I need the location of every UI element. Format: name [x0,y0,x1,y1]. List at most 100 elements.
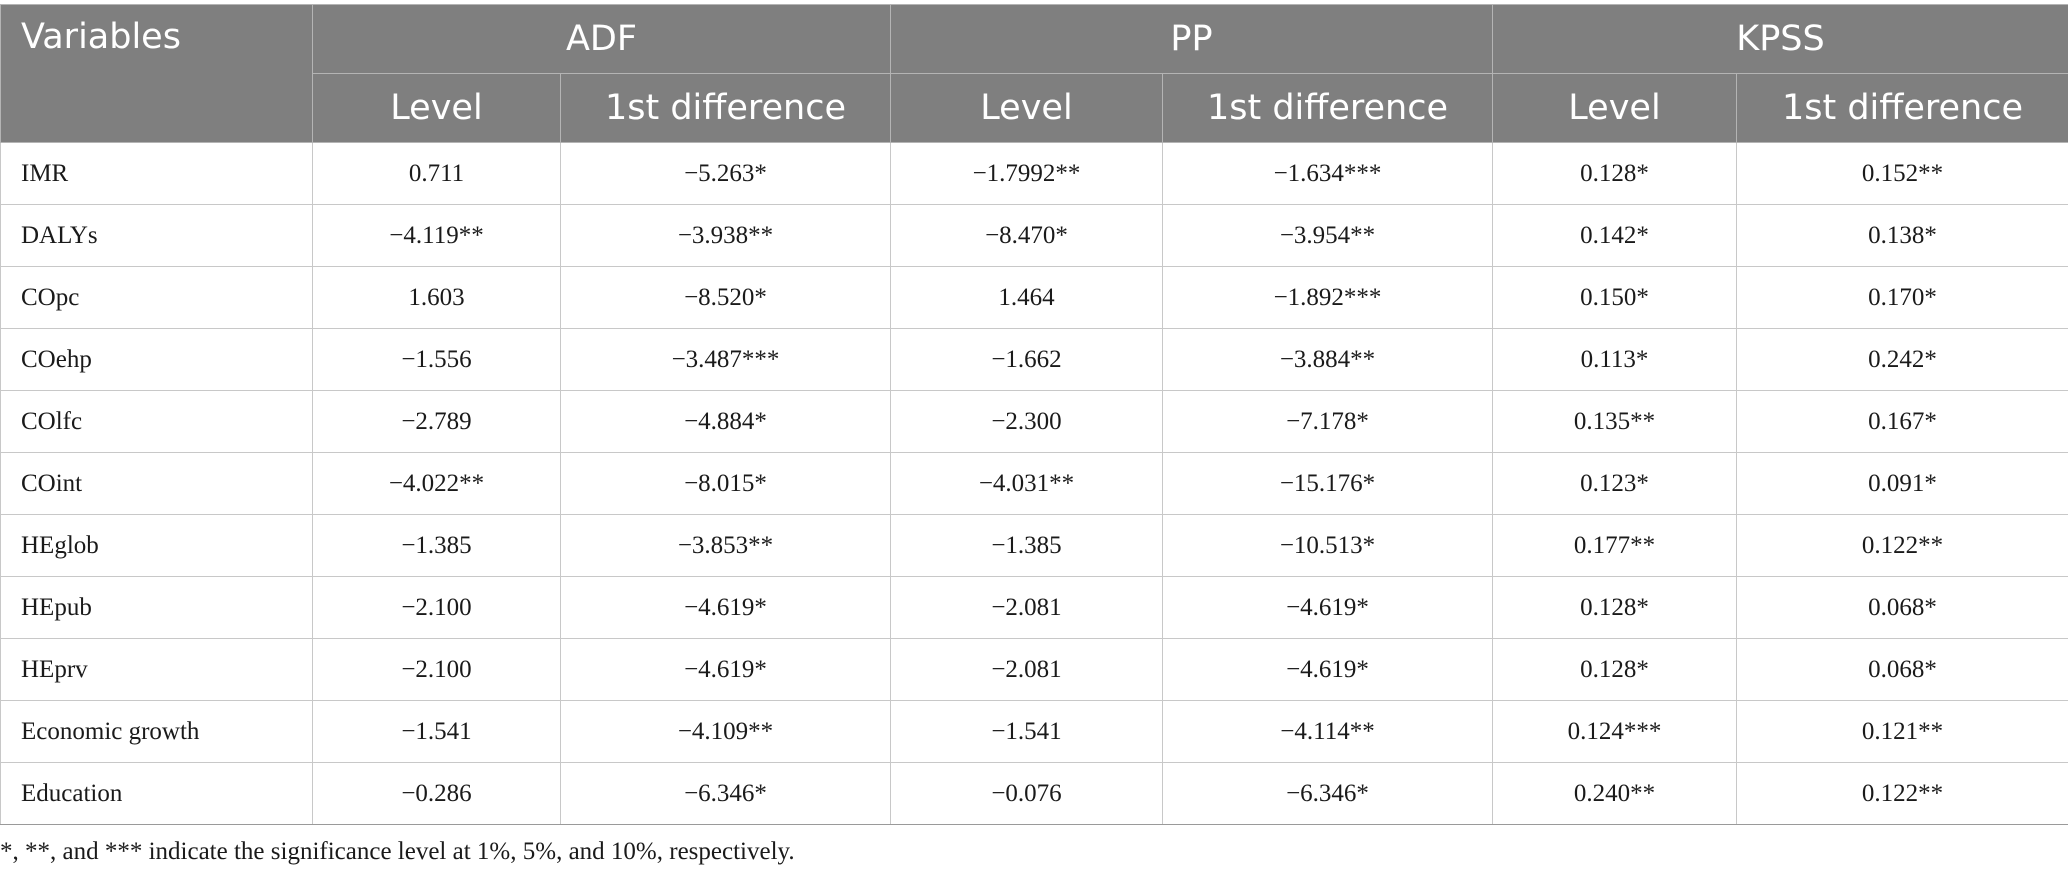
value-cell: 0.170* [1736,266,2068,329]
value-cell: 0.152** [1736,142,2068,205]
value-cell: −0.076 [890,762,1163,825]
value-cell: 0.240** [1492,762,1737,825]
variable-cell: COpc [0,266,313,329]
value-cell: −3.884** [1162,328,1493,391]
value-cell: −5.263* [560,142,891,205]
value-cell: 0.142* [1492,204,1737,267]
value-cell: 0.128* [1492,142,1737,205]
value-cell: 0.167* [1736,390,2068,453]
value-cell: 0.123* [1492,452,1737,515]
subheader-kpss-level: Level [1492,73,1737,143]
table-row: COlfc −2.789 −4.884* −2.300 −7.178* 0.135** 0.… [0,390,2068,453]
subheader-pp-1st-difference: 1st difference [1162,73,1493,143]
value-cell: −4.031** [890,452,1163,515]
value-cell: −3.487*** [560,328,891,391]
variable-cell: Economic growth [0,700,313,763]
table-row: HEglob −1.385 −3.853** −1.385 −10.513* 0.177*… [0,514,2068,577]
table-row: COpc 1.603 −8.520* 1.464 −1.892*** 0.150* 0.17… [0,266,2068,329]
value-cell: −3.954** [1162,204,1493,267]
value-cell: −4.884* [560,390,891,453]
value-cell: −4.619* [1162,638,1493,701]
value-cell: 0.177** [1492,514,1737,577]
value-cell: −2.300 [890,390,1163,453]
value-cell: −4.114** [1162,700,1493,763]
value-cell: −4.119** [312,204,561,267]
value-cell: −1.385 [312,514,561,577]
table-row: COint −4.022** −8.015* −4.031** −15.176* 0.12… [0,452,2068,515]
value-cell: 0.138* [1736,204,2068,267]
value-cell: 0.121** [1736,700,2068,763]
variables-header: Variables [0,4,313,143]
table-footnote: *, **, and *** indicate the significance… [0,838,795,865]
value-cell: 0.711 [312,142,561,205]
value-cell: −4.619* [560,576,891,639]
value-cell: −2.100 [312,638,561,701]
table-row: HEprv −2.100 −4.619* −2.081 −4.619* 0.128* 0.0… [0,638,2068,701]
value-cell: −1.541 [890,700,1163,763]
value-cell: 0.128* [1492,576,1737,639]
value-cell: −3.853** [560,514,891,577]
value-cell: −4.109** [560,700,891,763]
value-cell: −1.556 [312,328,561,391]
subheader-adf-level: Level [312,73,561,143]
value-cell: −4.619* [560,638,891,701]
header-row-groups: Variables ADF PP KPSS [0,4,2068,143]
table-header: Variables ADF PP KPSS Level 1st differen… [0,4,2068,143]
group-header-adf: ADF [312,4,891,74]
variable-cell: COehp [0,328,313,391]
value-cell: −2.081 [890,576,1163,639]
value-cell: −8.520* [560,266,891,329]
value-cell: −1.385 [890,514,1163,577]
value-cell: −8.015* [560,452,891,515]
variable-cell: COint [0,452,313,515]
value-cell: 0.124*** [1492,700,1737,763]
value-cell: −7.178* [1162,390,1493,453]
value-cell: 0.128* [1492,638,1737,701]
table-row: HEpub −2.100 −4.619* −2.081 −4.619* 0.128* 0.0… [0,576,2068,639]
value-cell: 0.122** [1736,762,2068,825]
group-header-pp: PP [890,4,1493,74]
subheader-pp-level: Level [890,73,1163,143]
value-cell: −2.081 [890,638,1163,701]
variable-cell: HEprv [0,638,313,701]
value-cell: −6.346* [1162,762,1493,825]
value-cell: −1.7992** [890,142,1163,205]
table-row: IMR 0.711 −5.263* −1.7992** −1.634*** 0.128* 0… [0,142,2068,205]
table-row: DALYs −4.119** −3.938** −8.470* −3.954** 0.14… [0,204,2068,267]
value-cell: −2.789 [312,390,561,453]
value-cell: −0.286 [312,762,561,825]
variable-cell: COlfc [0,390,313,453]
table-body: IMR 0.711 −5.263* −1.7992** −1.634*** 0.128* 0… [0,142,2068,825]
value-cell: −1.541 [312,700,561,763]
value-cell: 1.464 [890,266,1163,329]
variable-cell: HEpub [0,576,313,639]
value-cell: −10.513* [1162,514,1493,577]
value-cell: −6.346* [560,762,891,825]
value-cell: −1.634*** [1162,142,1493,205]
value-cell: −4.022** [312,452,561,515]
table-row: Education −0.286 −6.346* −0.076 −6.346* 0.240… [0,762,2068,825]
value-cell: 0.135** [1492,390,1737,453]
header-row-subheaders: Level 1st difference Level 1st differenc… [1,73,2068,143]
table-row: COehp −1.556 −3.487*** −1.662 −3.884** 0.113*… [0,328,2068,391]
value-cell: 1.603 [312,266,561,329]
value-cell: −4.619* [1162,576,1493,639]
value-cell: 0.242* [1736,328,2068,391]
value-cell: −1.892*** [1162,266,1493,329]
variable-cell: HEglob [0,514,313,577]
value-cell: −15.176* [1162,452,1493,515]
group-header-kpss: KPSS [1492,4,2068,74]
value-cell: −3.938** [560,204,891,267]
subheader-kpss-1st-difference: 1st difference [1736,73,2068,143]
table-row: Economic growth −1.541 −4.109** −1.541 −4.11… [0,700,2068,763]
value-cell: 0.091* [1736,452,2068,515]
variable-cell: DALYs [0,204,313,267]
subheader-adf-1st-difference: 1st difference [560,73,891,143]
variable-cell: Education [0,762,313,825]
variable-cell: IMR [0,142,313,205]
value-cell: −2.100 [312,576,561,639]
unit-root-test-table: Variables ADF PP KPSS Level 1st differen… [0,4,2068,825]
value-cell: 0.068* [1736,576,2068,639]
value-cell: 0.150* [1492,266,1737,329]
value-cell: 0.113* [1492,328,1737,391]
